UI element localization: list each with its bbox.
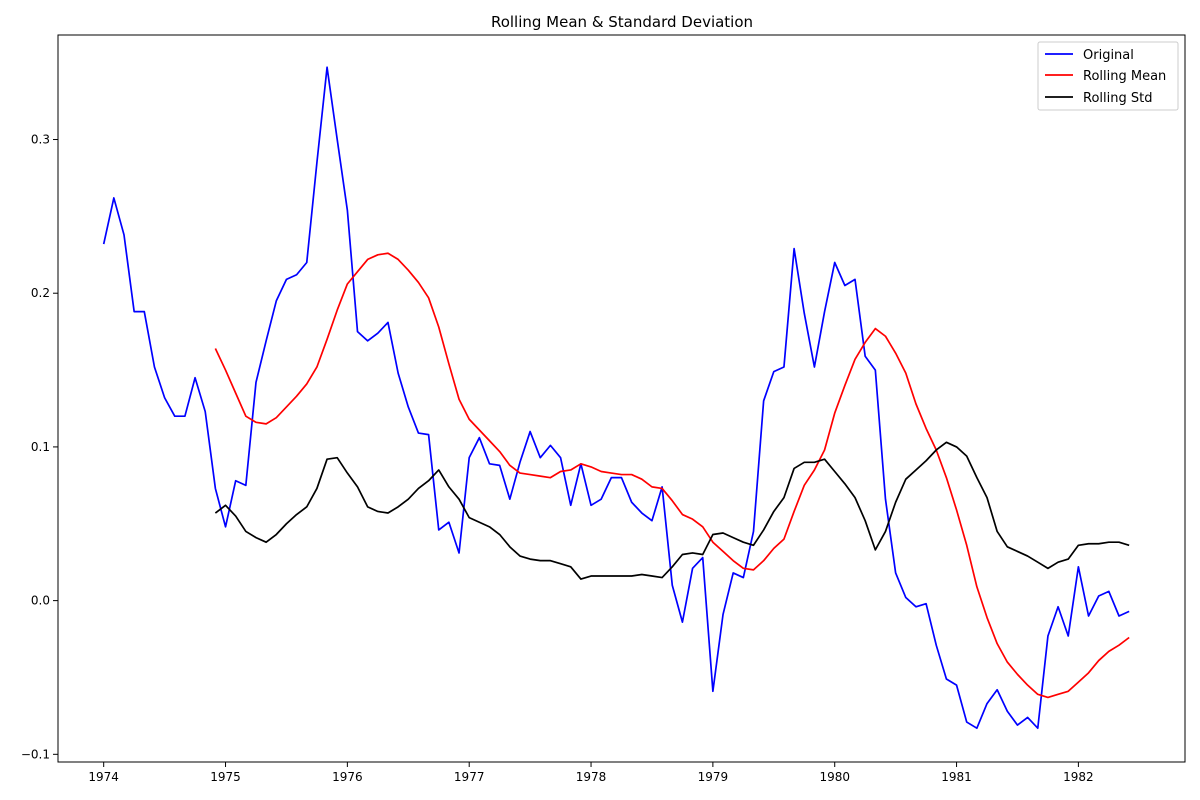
x-tick-label-1978: 1978 bbox=[576, 770, 607, 784]
series-line-rolling-mean bbox=[214, 252, 1130, 699]
x-tick-label-1981: 1981 bbox=[941, 770, 972, 784]
plot-frame bbox=[57, 34, 1186, 763]
x-tick-label-1977: 1977 bbox=[454, 770, 485, 784]
series-line-rolling-std bbox=[214, 441, 1130, 580]
legend: Original Rolling Mean Rolling Std bbox=[1037, 41, 1179, 111]
y-tick-label-0-3: 0.3 bbox=[31, 133, 50, 147]
x-tick-label-1979: 1979 bbox=[698, 770, 729, 784]
legend-label-original: Original bbox=[1083, 48, 1134, 63]
legend-label-rolling-std: Rolling Std bbox=[1083, 91, 1152, 106]
x-tick-label-1975: 1975 bbox=[210, 770, 241, 784]
series-line-original bbox=[102, 66, 1130, 730]
y-tick-label-0: 0.0 bbox=[31, 594, 50, 608]
legend-label-rolling-mean: Rolling Mean bbox=[1083, 69, 1166, 84]
x-tick-label-1982: 1982 bbox=[1063, 770, 1094, 784]
y-tick-label-0-1: 0.1 bbox=[31, 440, 50, 454]
x-tick-label-1974: 1974 bbox=[88, 770, 119, 784]
series-layer bbox=[102, 66, 1130, 730]
x-tick-label-1976: 1976 bbox=[332, 770, 363, 784]
legend-box bbox=[1037, 41, 1179, 111]
y-axis: −0.1 0.0 0.1 0.2 0.3 bbox=[21, 133, 58, 761]
chart-title: Rolling Mean & Standard Deviation bbox=[491, 13, 753, 31]
y-tick-label-0-2: 0.2 bbox=[31, 286, 50, 300]
x-axis: 1974 1975 1976 1977 1978 1979 1980 1981 1982 bbox=[88, 762, 1094, 784]
x-tick-label-1980: 1980 bbox=[819, 770, 850, 784]
y-tick-label-0-1: −0.1 bbox=[21, 747, 50, 761]
